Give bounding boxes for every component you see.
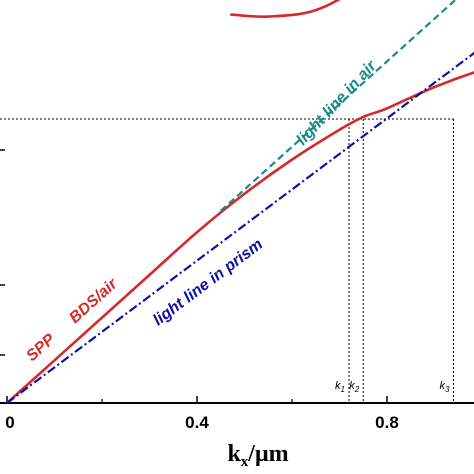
series-line-0 <box>6 71 474 404</box>
x-axis-title: kx/μm <box>227 441 288 470</box>
k-label-2: k2 <box>349 380 360 394</box>
series-line-2 <box>220 0 457 212</box>
axes <box>0 149 474 404</box>
series-line-1 <box>230 0 341 18</box>
x-tick-label: 0.4 <box>185 413 209 432</box>
annotation-light-line-air: light line in air <box>293 57 380 148</box>
x-tick-label: 0.8 <box>375 413 399 432</box>
annotation-spp-subscript: BDS/air <box>66 275 121 327</box>
k-label-1: k1 <box>335 380 345 394</box>
guide-lines <box>0 118 454 403</box>
k-label-3: k3 <box>440 380 451 394</box>
series-line-3 <box>6 51 474 404</box>
tick-labels: 00.40.81.2kx/μm <box>5 413 399 470</box>
x-tick-label: 0 <box>5 413 14 432</box>
series-group <box>6 0 474 404</box>
